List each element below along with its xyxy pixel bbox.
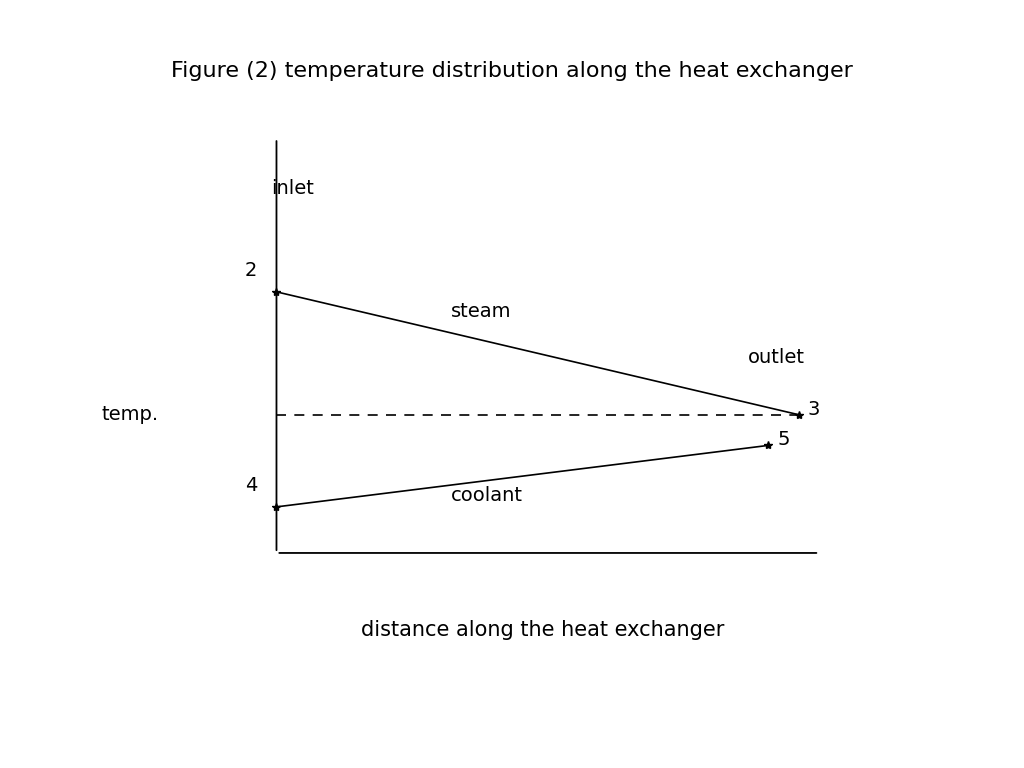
Text: steam: steam — [451, 302, 511, 320]
Text: distance along the heat exchanger: distance along the heat exchanger — [361, 620, 724, 640]
Text: coolant: coolant — [451, 486, 522, 505]
Text: 2: 2 — [245, 261, 257, 280]
Text: Figure (2) temperature distribution along the heat exchanger: Figure (2) temperature distribution alon… — [171, 61, 853, 81]
Text: outlet: outlet — [748, 348, 805, 366]
Text: 3: 3 — [808, 399, 820, 419]
Text: temp.: temp. — [101, 406, 159, 424]
Text: inlet: inlet — [271, 179, 314, 197]
Text: 5: 5 — [777, 430, 790, 449]
Text: 4: 4 — [245, 476, 257, 495]
